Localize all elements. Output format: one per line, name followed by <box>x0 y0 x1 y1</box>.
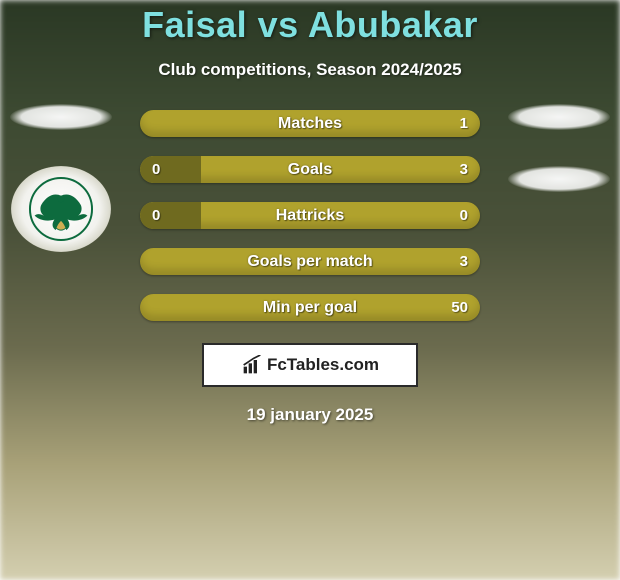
stat-row: Goals0 3 <box>140 156 480 183</box>
stat-label: Hattricks <box>140 202 480 229</box>
page-title: Faisal vs Abubakar <box>0 4 620 46</box>
chart-icon <box>241 355 263 375</box>
stat-value-left: 0 <box>152 202 160 229</box>
date-text: 19 january 2025 <box>0 405 620 425</box>
stat-bars: Matches1Goals03Hattricks00Goals per matc… <box>140 110 480 321</box>
stat-value-right: 0 <box>460 202 468 229</box>
stat-value-left: 0 <box>152 156 160 183</box>
brand-box: FcTables.com <box>202 343 418 387</box>
avatar-placeholder <box>508 166 610 192</box>
page-subtitle: Club competitions, Season 2024/2025 <box>0 60 620 80</box>
stat-value-right: 50 <box>451 294 468 321</box>
club-logo-left <box>11 166 111 252</box>
eagle-crest-icon <box>28 176 94 242</box>
brand-text: FcTables.com <box>267 355 379 375</box>
stat-value-right: 3 <box>460 156 468 183</box>
stat-label: Goals per match <box>140 248 480 275</box>
stat-label: Matches <box>140 110 480 137</box>
stat-row: Min per goal50 <box>140 294 480 321</box>
content-root: Faisal vs Abubakar Club competitions, Se… <box>0 0 620 425</box>
stat-row: Goals per match3 <box>140 248 480 275</box>
stat-label: Goals <box>140 156 480 183</box>
stat-label: Min per goal <box>140 294 480 321</box>
player-left-column <box>6 104 116 252</box>
avatar-placeholder <box>10 104 112 130</box>
stat-row: Matches1 <box>140 110 480 137</box>
player-right-column <box>504 104 614 192</box>
stat-row: Hattricks0 0 <box>140 202 480 229</box>
stats-area: Matches1Goals03Hattricks00Goals per matc… <box>0 110 620 321</box>
stat-value-right: 3 <box>460 248 468 275</box>
stat-value-right: 1 <box>460 110 468 137</box>
avatar-placeholder <box>508 104 610 130</box>
